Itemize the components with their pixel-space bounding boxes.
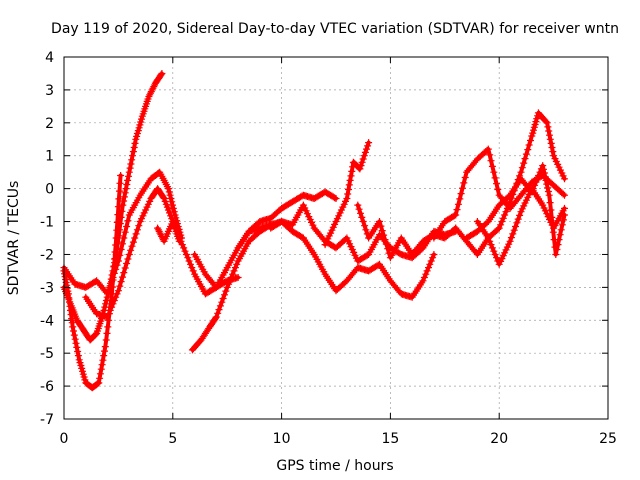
- chart-title: Day 119 of 2020, Sidereal Day-to-day VTE…: [51, 21, 619, 37]
- y-tick-label: -4: [40, 313, 54, 329]
- y-tick-label: 3: [45, 83, 54, 99]
- y-tick-label: 4: [45, 50, 54, 66]
- x-tick-label: 20: [490, 431, 508, 447]
- x-tick-label: 25: [599, 431, 617, 447]
- markers-prn-g: [188, 221, 275, 354]
- x-tick-label: 10: [273, 431, 291, 447]
- plot-frame: [63, 56, 609, 420]
- markers-prn-k: [321, 139, 373, 249]
- markers-prn-j: [234, 188, 340, 252]
- y-tick-label: -1: [40, 215, 54, 231]
- y-tick-label: 0: [45, 182, 54, 198]
- y-tick-label: -5: [40, 346, 54, 362]
- y-axis-ticks: -7 -6 -5 -4 -3 -2 -1 0 1 2 3 4: [40, 50, 608, 428]
- markers-prn-o: [463, 162, 568, 258]
- y-tick-label: -2: [40, 247, 54, 263]
- y-axis-label: SDTVAR / TECUs: [6, 181, 22, 296]
- y-tick-label: -6: [40, 379, 54, 395]
- markers-prn-n: [452, 109, 568, 258]
- y-tick-label: 2: [45, 116, 54, 132]
- x-tick-label: 15: [381, 431, 399, 447]
- x-axis-label: GPS time / hours: [276, 458, 393, 474]
- x-tick-label: 5: [168, 431, 177, 447]
- y-tick-label: 1: [45, 149, 54, 165]
- markers-prn-i: [299, 234, 438, 301]
- markers-prn-p: [473, 185, 568, 268]
- data-series: [60, 70, 568, 392]
- x-tick-label: 0: [60, 431, 69, 447]
- y-tick-label: -3: [40, 280, 54, 296]
- x-axis-ticks: 0 5 10 15 20 25: [60, 57, 617, 447]
- y-tick-label: -7: [40, 412, 54, 428]
